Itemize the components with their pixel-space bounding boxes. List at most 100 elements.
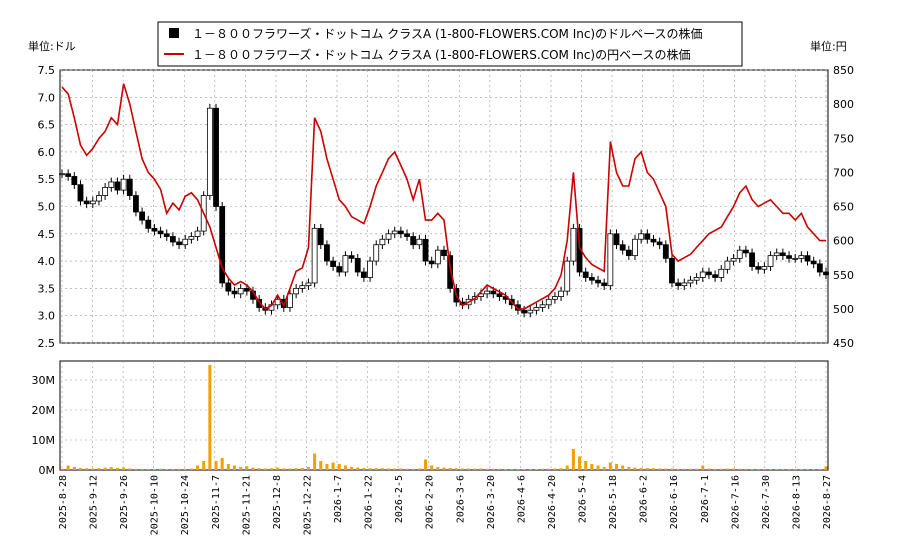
volume-bar xyxy=(424,459,428,470)
volume-bar xyxy=(393,468,397,470)
volume-bar xyxy=(707,468,711,470)
left-tick-label: 4.5 xyxy=(38,228,56,241)
x-tick-label: 2025-10-24 xyxy=(180,475,191,535)
volume-bar xyxy=(134,468,138,470)
volume-bar xyxy=(411,468,415,470)
candle-body xyxy=(619,244,626,251)
volume-bar xyxy=(103,467,107,470)
volume-bar xyxy=(325,464,329,470)
candle-body xyxy=(823,271,829,276)
candle-body xyxy=(206,107,213,196)
candle-body xyxy=(428,260,435,265)
volume-bar xyxy=(171,469,175,470)
volume-bar xyxy=(725,468,729,470)
volume-bar xyxy=(442,467,446,470)
candle-body xyxy=(786,255,792,259)
volume-bar xyxy=(368,468,372,470)
candle-body xyxy=(441,249,447,257)
candle-body xyxy=(182,238,189,246)
volume-bar xyxy=(553,468,557,470)
volume-bar xyxy=(60,468,64,470)
volume-bar xyxy=(146,469,150,470)
x-tick-label: 2026-5-18 xyxy=(608,475,619,529)
volume-bar xyxy=(165,469,169,470)
volume-bar xyxy=(497,468,501,470)
right-tick-label: 700 xyxy=(833,166,854,179)
left-tick-label: 5.5 xyxy=(38,173,56,186)
candle-body xyxy=(96,195,102,202)
x-tick-label: 2026-4-20 xyxy=(547,475,558,529)
volume-bar xyxy=(688,468,692,470)
x-tick-label: 2026-6-2 xyxy=(639,475,650,523)
right-tick-label: 550 xyxy=(833,269,854,282)
candle-body xyxy=(533,307,540,311)
volume-bar xyxy=(750,469,754,470)
volume-bar xyxy=(454,468,458,470)
volume-bar xyxy=(473,468,477,470)
x-tick-label: 2026-6-16 xyxy=(669,475,680,529)
candle-body xyxy=(792,257,799,260)
candle-body xyxy=(662,244,669,259)
candle-body xyxy=(613,233,620,246)
volume-bar xyxy=(220,458,224,470)
volume-bar xyxy=(818,469,822,470)
candle-body xyxy=(644,233,651,240)
candle-body xyxy=(570,227,577,262)
volume-bar xyxy=(775,469,779,470)
candle-body xyxy=(558,290,564,297)
left-tick-label: 7.0 xyxy=(38,91,56,104)
volume-bar xyxy=(615,464,619,470)
volume-bar xyxy=(670,468,674,470)
volume-bar xyxy=(269,468,273,470)
left-tick-label: 3.5 xyxy=(38,282,56,295)
x-tick-label: 2025-9-12 xyxy=(89,475,100,529)
volume-bar xyxy=(239,467,243,470)
candle-body xyxy=(213,107,219,207)
volume-bar xyxy=(72,467,76,470)
x-tick-label: 2025-12-22 xyxy=(302,475,313,535)
candle-body xyxy=(361,271,367,278)
x-tick-label: 2026-3-6 xyxy=(455,475,466,523)
candle-body xyxy=(133,195,139,213)
candle-body xyxy=(601,282,608,287)
volume-bar xyxy=(516,469,520,470)
candle-body xyxy=(730,257,737,262)
volume-bar xyxy=(769,469,773,470)
volume-bar xyxy=(806,469,810,470)
volume-bar xyxy=(214,461,218,470)
candle-body xyxy=(324,244,330,262)
volume-bar xyxy=(510,469,514,470)
candle-body xyxy=(176,241,182,246)
volume-bar xyxy=(245,466,249,470)
x-tick-label: 2025-9-26 xyxy=(119,475,130,529)
volume-bar xyxy=(306,467,310,470)
volume-bar xyxy=(621,465,625,470)
volume-tick-label: 30M xyxy=(32,374,56,387)
candle-body xyxy=(761,266,768,270)
candle-body xyxy=(305,282,312,287)
candle-body xyxy=(145,219,152,229)
volume-bar xyxy=(534,469,538,470)
candle-body xyxy=(712,274,718,278)
candle-body xyxy=(108,181,115,188)
volume-bar xyxy=(196,465,200,470)
volume-bar xyxy=(122,467,126,470)
volume-bar xyxy=(374,468,378,470)
volume-bar xyxy=(343,465,347,470)
volume-bar xyxy=(448,467,452,470)
x-tick-label: 2025-11-7 xyxy=(211,475,222,529)
volume-bar xyxy=(417,468,421,470)
volume-bar xyxy=(676,468,680,470)
left-tick-label: 7.5 xyxy=(38,64,56,77)
right-tick-label: 800 xyxy=(833,98,854,111)
volume-bar xyxy=(645,467,649,470)
volume-bar xyxy=(356,467,360,470)
volume-bar xyxy=(639,467,643,470)
candle-body xyxy=(385,233,392,240)
volume-bar xyxy=(177,468,181,470)
candle-body xyxy=(490,290,497,295)
volume-bar xyxy=(159,468,163,470)
volume-bar xyxy=(559,468,563,470)
candle-body xyxy=(237,287,244,295)
jpy-price-line xyxy=(61,83,826,310)
